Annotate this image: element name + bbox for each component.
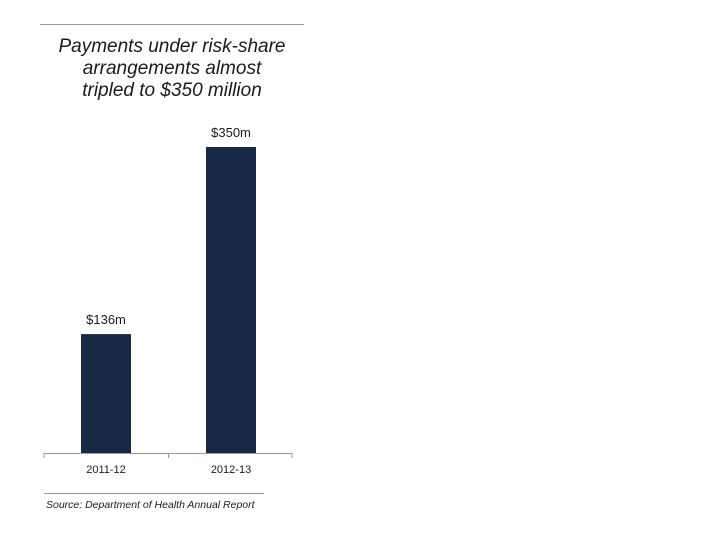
chart-title-line-1: Payments under risk-share bbox=[58, 36, 286, 57]
title-top-rule bbox=[40, 24, 304, 25]
chart-title: Payments under risk-share arrangements a… bbox=[40, 36, 304, 102]
bar-2011-12 bbox=[81, 334, 131, 453]
source-note: Source: Department of Health Annual Repo… bbox=[46, 499, 255, 511]
bar-2012-13 bbox=[206, 147, 256, 453]
chart-title-line-3: tripled to $350 million bbox=[82, 80, 262, 101]
source-rule bbox=[44, 493, 264, 494]
chart-title-line-2: arrangements almost bbox=[82, 58, 262, 79]
x-tick-label-2012-13: 2012-13 bbox=[211, 464, 251, 476]
data-label-2011-12: $136m bbox=[86, 312, 126, 327]
data-label-2012-13: $350m bbox=[211, 125, 251, 140]
x-tick-label-2011-12: 2011-12 bbox=[86, 464, 126, 476]
